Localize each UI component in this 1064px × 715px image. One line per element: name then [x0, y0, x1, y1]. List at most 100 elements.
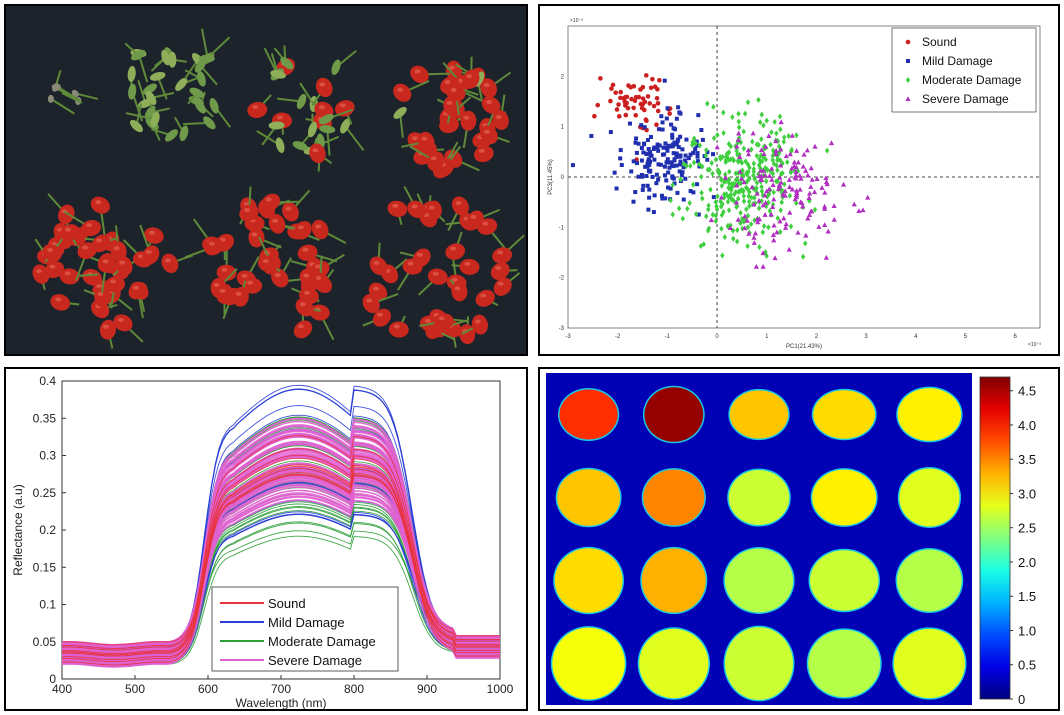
data-point: [769, 177, 775, 182]
data-point: [793, 169, 799, 174]
data-point: [804, 147, 810, 153]
data-point: [751, 240, 757, 245]
pepper-highlight: [393, 324, 400, 329]
spectrum-line: [61, 457, 500, 662]
seed-region: [644, 387, 704, 442]
data-point: [744, 206, 749, 213]
data-point: [825, 228, 831, 234]
data-point: [750, 130, 756, 136]
pepper-highlight: [297, 324, 304, 329]
pepper-group-2: [124, 28, 232, 142]
data-point: [659, 193, 664, 198]
seed-region: [554, 548, 623, 613]
data-point: [662, 152, 667, 157]
legend-box: [891, 27, 1037, 113]
pepper-fruit: [268, 121, 285, 130]
x-tick-label: 3: [864, 334, 868, 340]
data-point: [764, 188, 770, 194]
data-point: [684, 137, 689, 142]
pepper-stem: [344, 125, 365, 151]
data-point: [656, 148, 661, 153]
pepper-highlight: [213, 282, 220, 287]
x-tick-label: 1: [765, 334, 769, 340]
data-point: [775, 153, 780, 160]
pepper-fruit: [161, 253, 179, 273]
data-point: [745, 99, 751, 106]
data-point: [609, 86, 614, 91]
data-point: [756, 173, 762, 178]
pepper-highlight: [424, 318, 431, 323]
x-tick-label: 400: [52, 682, 72, 696]
pepper-highlight: [438, 316, 445, 321]
data-point: [648, 150, 653, 155]
pepper-highlight: [392, 203, 399, 208]
data-point: [733, 189, 738, 196]
data-point: [856, 208, 862, 214]
data-point: [589, 133, 594, 138]
data-point: [649, 153, 654, 158]
pepper-fruit: [175, 77, 188, 91]
data-point: [598, 76, 603, 81]
pepper-fruit: [282, 202, 299, 222]
pepper-highlight: [235, 291, 242, 296]
data-point: [618, 156, 623, 161]
pepper-highlight: [464, 261, 471, 266]
data-point: [719, 225, 724, 232]
data-point: [676, 105, 681, 110]
pepper-fruit: [142, 245, 160, 265]
data-point: [628, 84, 634, 90]
data-point: [652, 145, 657, 150]
data-point: [760, 263, 766, 269]
data-point: [808, 165, 814, 171]
data-point: [651, 210, 656, 215]
colorbar-tick-label: 1.0: [1018, 623, 1036, 638]
colorbar-tick-label: 4.5: [1018, 384, 1036, 399]
data-point: [756, 162, 762, 169]
y-tick-label: 0: [561, 175, 565, 181]
data-point: [751, 201, 757, 207]
y-tick-label: -2: [559, 276, 565, 282]
data-point: [680, 147, 685, 152]
data-point: [787, 192, 793, 199]
pepper-highlight: [450, 246, 457, 251]
data-point: [669, 160, 674, 165]
pepper-highlight: [446, 101, 453, 106]
data-point: [672, 157, 677, 162]
pepper-fruit: [445, 84, 466, 102]
pepper-stem: [326, 129, 331, 156]
pepper-fruit: [216, 264, 237, 281]
y-tick-label: 2: [561, 74, 565, 80]
seed-region: [639, 628, 709, 699]
data-point: [806, 195, 812, 200]
pepper-highlight: [251, 232, 258, 237]
data-point: [683, 153, 688, 158]
data-point: [767, 173, 773, 178]
pepper-fruit: [150, 111, 160, 128]
data-point: [685, 205, 690, 212]
data-point: [762, 212, 768, 217]
pepper-fruit: [393, 83, 412, 102]
data-point: [781, 215, 787, 221]
seed-region: [559, 389, 618, 440]
data-point: [642, 142, 647, 147]
pepper-highlight: [95, 200, 102, 205]
pepper-fruit: [412, 248, 431, 267]
y-axis-label: Reflectance (a.u): [11, 484, 25, 575]
photo-background: [6, 6, 526, 354]
data-point: [803, 168, 809, 173]
legend-label: Moderate Damage: [268, 634, 376, 649]
pepper-highlight: [497, 281, 504, 286]
x-tick-label: 500: [125, 682, 145, 696]
data-point: [694, 143, 699, 148]
pepper-highlight: [164, 258, 171, 263]
data-point: [823, 254, 829, 260]
y-tick-label: 1: [561, 125, 565, 131]
data-point: [623, 112, 629, 118]
data-point: [771, 237, 777, 243]
x-tick-label: 2: [815, 334, 819, 340]
data-point: [655, 108, 661, 114]
data-point: [718, 155, 723, 162]
data-point: [665, 157, 670, 162]
data-point: [771, 196, 777, 202]
legend-marker: [905, 39, 911, 45]
